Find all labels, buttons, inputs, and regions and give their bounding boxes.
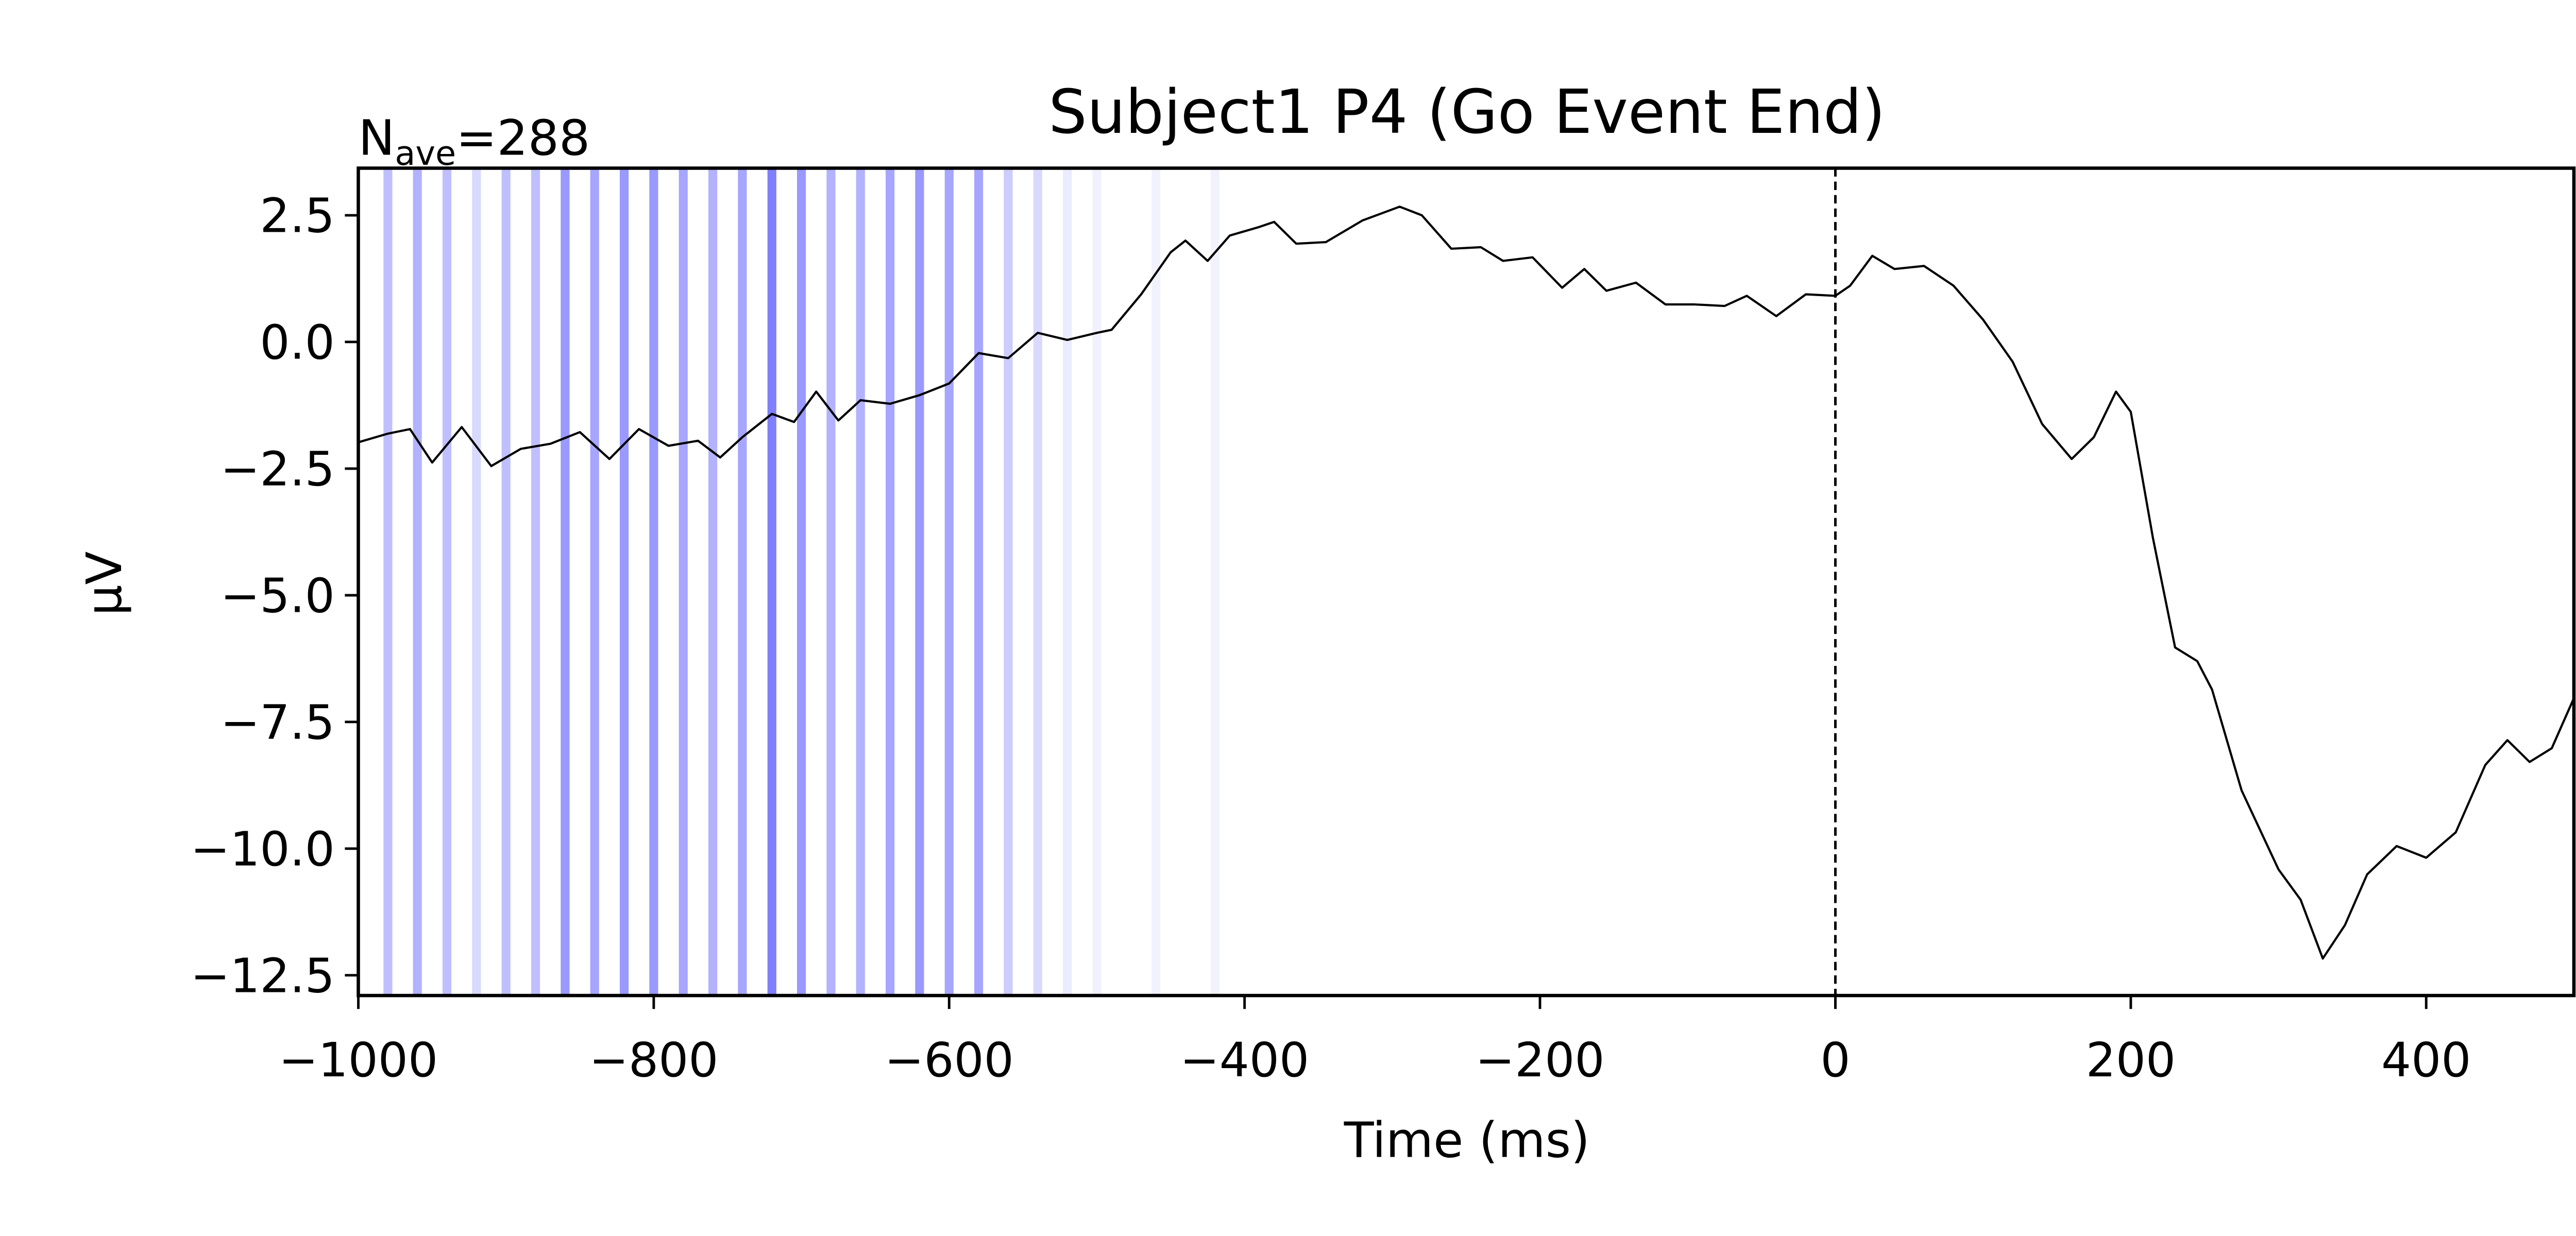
- shaded-band: [413, 168, 422, 996]
- y-axis-label: µV: [76, 552, 133, 616]
- y-tick-label: 2.5: [260, 188, 334, 244]
- shaded-band: [619, 168, 629, 996]
- shaded-band: [1063, 168, 1072, 996]
- shaded-band: [826, 168, 836, 996]
- shaded-band: [1004, 168, 1013, 996]
- shaded-band: [472, 168, 481, 996]
- shaded-band: [1210, 168, 1219, 996]
- shaded-band: [561, 168, 570, 996]
- annotation-subscript: ave: [395, 134, 456, 173]
- annotation-value: =288: [456, 110, 590, 166]
- x-tick-label: −800: [589, 1033, 718, 1088]
- shaded-band: [442, 168, 452, 996]
- axes-frame: [357, 166, 2576, 998]
- y-tick-label: −5.0: [221, 569, 335, 624]
- shaded-band: [679, 168, 688, 996]
- shaded-band: [649, 168, 658, 996]
- x-tick-label: −1000: [279, 1033, 438, 1088]
- shaded-band: [1033, 168, 1042, 996]
- y-tick-label: 0.0: [260, 315, 334, 370]
- shaded-band: [944, 168, 954, 996]
- shaded-band: [501, 168, 511, 996]
- y-tick-label: −7.5: [221, 695, 335, 750]
- data-line: [358, 205, 2575, 960]
- x-tick-label: −600: [885, 1033, 1014, 1088]
- shaded-band: [886, 168, 895, 996]
- shaded-band: [531, 168, 540, 996]
- annotation: Nave=288: [359, 110, 590, 173]
- chart-title: Subject1 P4 (Go Event End): [1048, 77, 1885, 147]
- shaded-band: [796, 168, 806, 996]
- plot-area: [357, 166, 2576, 998]
- x-tick-label: 400: [2381, 1033, 2471, 1088]
- x-axis-label: Time (ms): [1344, 1112, 1590, 1169]
- x-tick-label: −200: [1476, 1033, 1605, 1088]
- shaded-band: [915, 168, 924, 996]
- shaded-band: [590, 168, 599, 996]
- annotation-symbol: N: [359, 110, 395, 166]
- x-tick-label: 200: [2086, 1033, 2176, 1088]
- shaded-band: [1092, 168, 1101, 996]
- shaded-band: [383, 168, 393, 996]
- shaded-band: [974, 168, 984, 996]
- y-tick-label: −2.5: [221, 442, 335, 497]
- y-tick-label: −12.5: [191, 948, 335, 1003]
- y-tick-label: −10.0: [191, 821, 335, 877]
- x-tick-label: −400: [1180, 1033, 1309, 1088]
- shaded-band: [767, 168, 776, 996]
- shaded-band: [856, 168, 865, 996]
- shaded-band: [1151, 168, 1161, 996]
- x-tick-label: 0: [1820, 1033, 1850, 1088]
- shaded-band: [708, 168, 718, 996]
- shaded-band: [738, 168, 747, 996]
